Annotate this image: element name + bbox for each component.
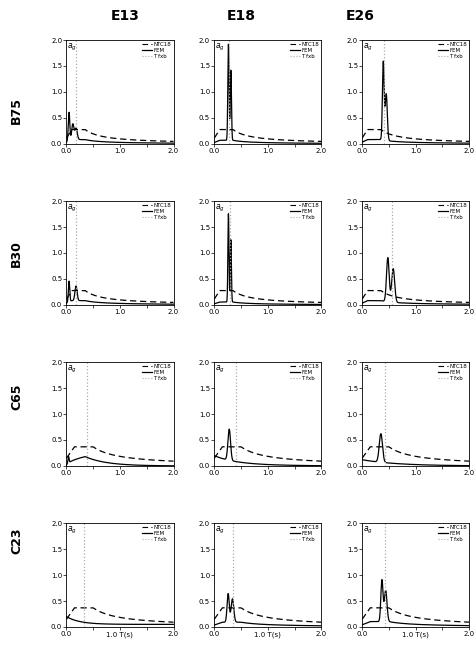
Text: $a_g$: $a_g$ bbox=[67, 203, 77, 214]
Legend: NTC18, FEM, T fxb: NTC18, FEM, T fxb bbox=[141, 364, 172, 382]
Text: $a_g$: $a_g$ bbox=[67, 364, 77, 376]
Legend: NTC18, FEM, T fxb: NTC18, FEM, T fxb bbox=[141, 42, 172, 59]
Legend: NTC18, FEM, T fxb: NTC18, FEM, T fxb bbox=[141, 203, 172, 220]
Legend: NTC18, FEM, T fxb: NTC18, FEM, T fxb bbox=[437, 364, 467, 382]
Legend: NTC18, FEM, T fxb: NTC18, FEM, T fxb bbox=[289, 203, 319, 220]
Legend: NTC18, FEM, T fxb: NTC18, FEM, T fxb bbox=[437, 203, 467, 220]
Legend: NTC18, FEM, T fxb: NTC18, FEM, T fxb bbox=[437, 525, 467, 542]
Text: C23: C23 bbox=[10, 527, 23, 554]
Legend: NTC18, FEM, T fxb: NTC18, FEM, T fxb bbox=[289, 525, 319, 542]
Text: $a_g$: $a_g$ bbox=[363, 42, 373, 53]
Legend: NTC18, FEM, T fxb: NTC18, FEM, T fxb bbox=[437, 42, 467, 59]
Text: $a_g$: $a_g$ bbox=[215, 525, 225, 536]
Text: $a_g$: $a_g$ bbox=[215, 364, 225, 376]
Text: E26: E26 bbox=[346, 9, 374, 23]
Text: E18: E18 bbox=[227, 9, 256, 23]
Text: $a_g$: $a_g$ bbox=[363, 364, 373, 376]
Text: B30: B30 bbox=[10, 240, 23, 267]
Text: $a_g$: $a_g$ bbox=[215, 42, 225, 53]
Text: $a_g$: $a_g$ bbox=[67, 525, 77, 536]
Text: $a_g$: $a_g$ bbox=[67, 42, 77, 53]
Text: $a_g$: $a_g$ bbox=[215, 203, 225, 214]
Text: $a_g$: $a_g$ bbox=[363, 525, 373, 536]
Text: C65: C65 bbox=[10, 384, 23, 410]
Legend: NTC18, FEM, T fxb: NTC18, FEM, T fxb bbox=[289, 364, 319, 382]
Legend: NTC18, FEM, T fxb: NTC18, FEM, T fxb bbox=[289, 42, 319, 59]
Text: B75: B75 bbox=[10, 97, 23, 123]
Legend: NTC18, FEM, T fxb: NTC18, FEM, T fxb bbox=[141, 525, 172, 542]
Text: $a_g$: $a_g$ bbox=[363, 203, 373, 214]
Text: E13: E13 bbox=[111, 9, 140, 23]
